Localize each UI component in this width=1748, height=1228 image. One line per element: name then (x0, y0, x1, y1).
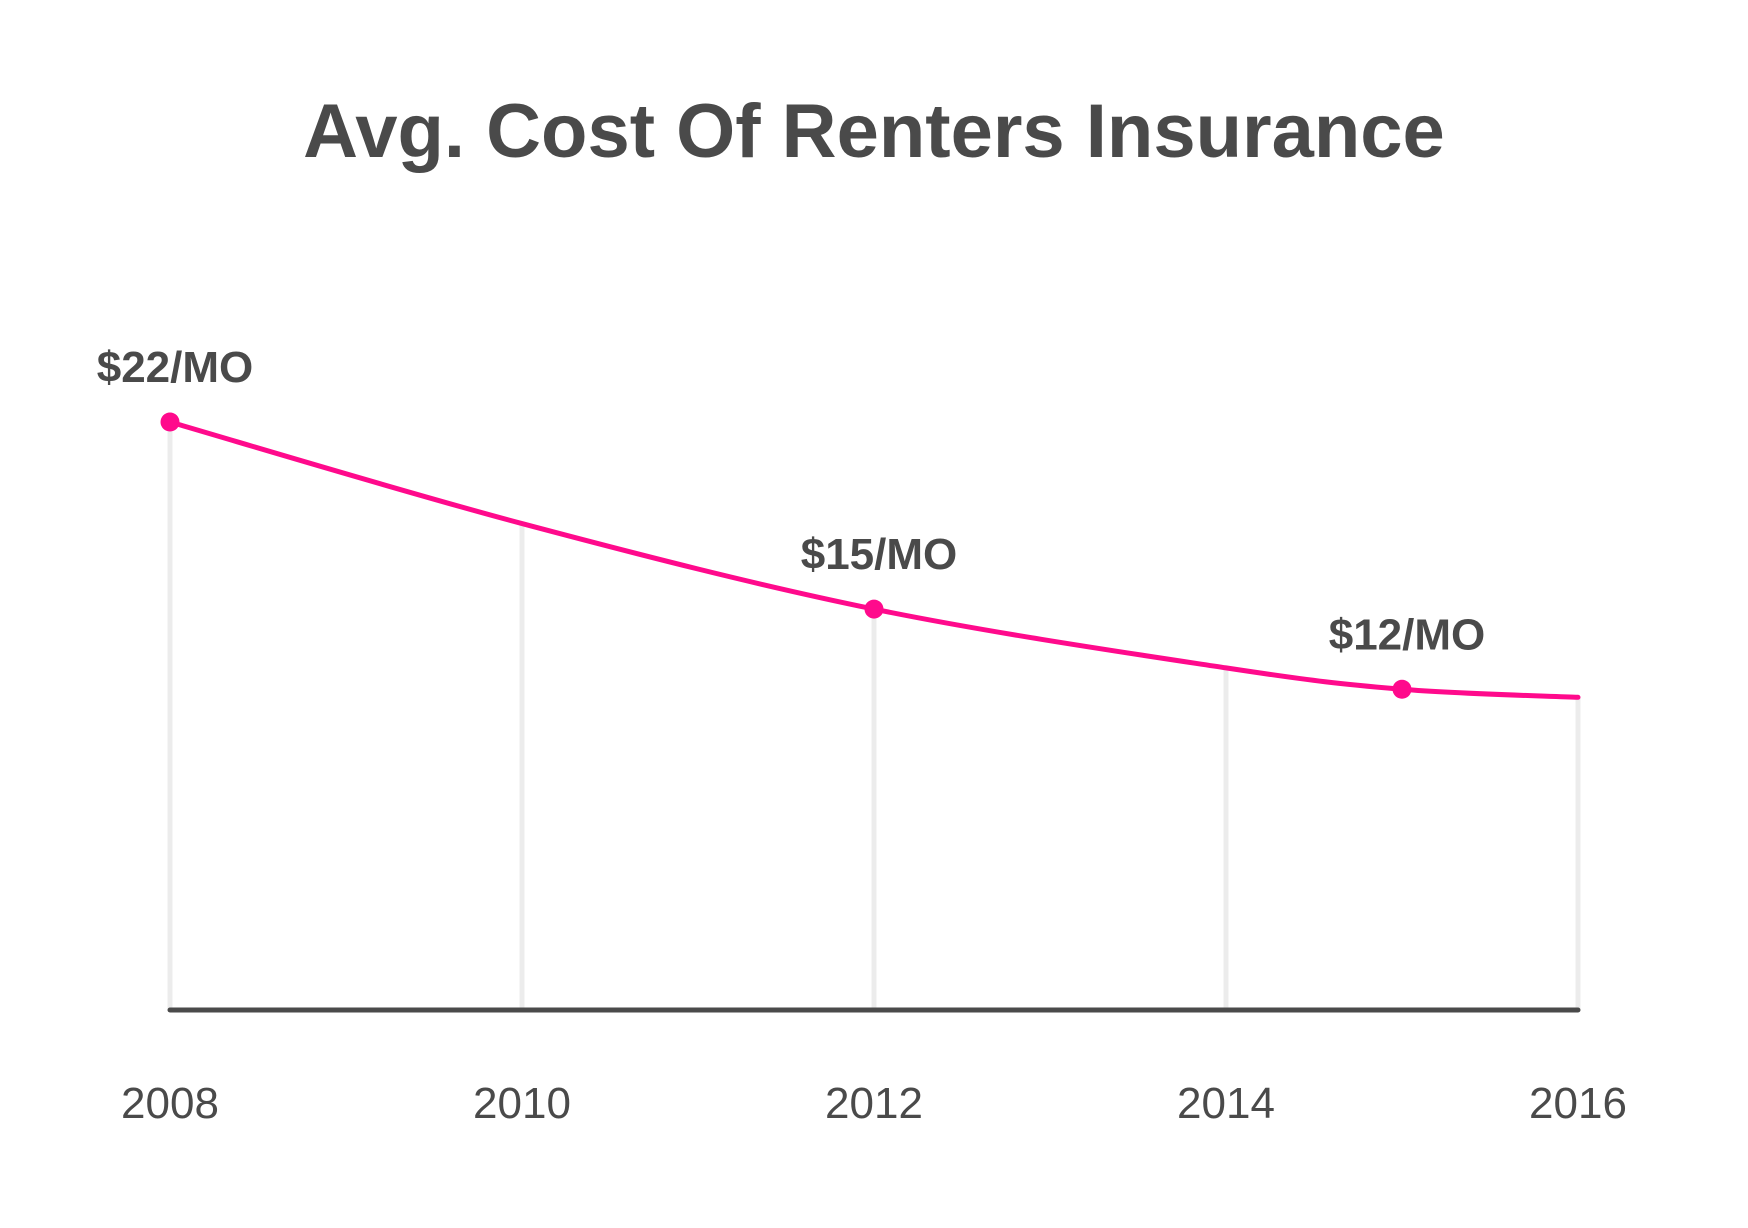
data-labels: $22/MO $15/MO $12/MO (97, 343, 1486, 659)
data-point-2008 (160, 412, 180, 432)
x-tick-label-2014: 2014 (1177, 1079, 1275, 1128)
x-tick-label-2012: 2012 (825, 1079, 923, 1128)
chart-title: Avg. Cost Of Renters Insurance (303, 89, 1445, 174)
data-point-2015 (1392, 679, 1412, 699)
data-point-2012 (864, 599, 884, 619)
x-tick-label-2016: 2016 (1529, 1079, 1627, 1128)
x-tick-label-2010: 2010 (473, 1079, 571, 1128)
grid-lines (167, 422, 1581, 1010)
x-tick-labels: 2008 2010 2012 2014 2016 (121, 1079, 1627, 1128)
data-label-2012: $15/MO (801, 530, 958, 579)
x-tick-label-2008: 2008 (121, 1079, 219, 1128)
data-points (160, 412, 1412, 699)
data-label-2015: $12/MO (1329, 610, 1486, 659)
data-label-2008: $22/MO (97, 343, 254, 392)
